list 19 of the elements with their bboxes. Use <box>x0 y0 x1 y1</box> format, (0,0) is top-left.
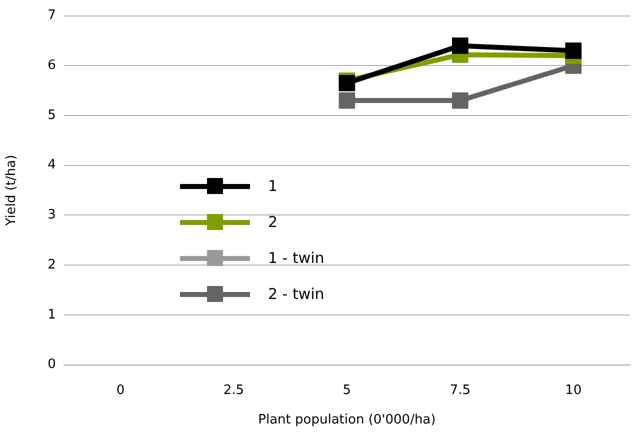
legend-label: 1 - twin <box>268 249 324 267</box>
x-tick-label: 10 <box>565 382 582 398</box>
x-tick-label: 7.5 <box>450 382 471 398</box>
y-tick-label: 5 <box>48 108 56 123</box>
legend-label: 1 <box>268 177 278 195</box>
y-axis-title: Yield (t/ha) <box>4 154 20 227</box>
y-tick-label: 7 <box>48 8 56 24</box>
y-tick-label: 3 <box>48 208 56 223</box>
y-tick-label: 4 <box>48 158 56 173</box>
y-tick-label: 2 <box>48 257 56 272</box>
x-tick-label: 5 <box>342 382 352 398</box>
y-tick-label: 1 <box>48 307 56 322</box>
legend-label: 2 - twin <box>268 285 324 303</box>
x-axis-title: Plant population (0'000/ha) <box>258 412 436 428</box>
y-tick-label: 0 <box>48 357 56 372</box>
y-tick-label: 6 <box>48 58 56 74</box>
x-tick-label: 2.5 <box>223 382 244 398</box>
x-tick-label: 0 <box>116 382 125 398</box>
legend-label: 2 <box>268 213 278 231</box>
